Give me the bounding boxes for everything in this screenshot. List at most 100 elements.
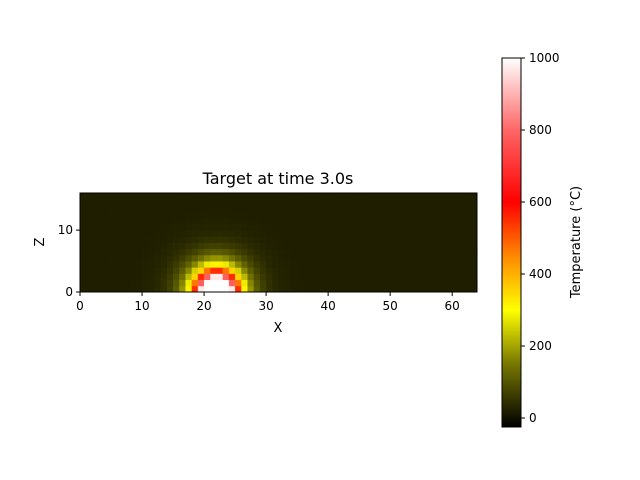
heatmap-cell (191, 223, 199, 231)
heatmap-cell (396, 230, 403, 237)
heatmap-cell (241, 248, 248, 256)
x-axis-label: X (274, 321, 283, 336)
heatmap-cell (259, 279, 267, 287)
heatmap-cell (365, 199, 372, 206)
heatmap-cell (290, 230, 298, 237)
heatmap-cell (278, 230, 286, 237)
heatmap-cell (445, 248, 453, 256)
heatmap-cell (179, 273, 186, 281)
heatmap-cell (377, 279, 385, 287)
heatmap-cell (321, 230, 329, 237)
heatmap-cell (402, 248, 410, 256)
heatmap-cell (272, 254, 279, 262)
heatmap-cell (352, 211, 360, 219)
heatmap-cell (439, 273, 447, 281)
heatmap-cell (470, 254, 478, 262)
heatmap-cell (452, 285, 459, 293)
heatmap-cell (445, 279, 453, 287)
heatmap-cell (259, 254, 267, 262)
heatmap-cell (104, 248, 112, 256)
heatmap-cell (359, 273, 366, 281)
heatmap-cell (129, 230, 137, 237)
heatmap-cell (272, 242, 279, 250)
heatmap-cell (278, 236, 286, 243)
heatmap-cell (179, 223, 186, 231)
heatmap-cell (284, 199, 292, 206)
heatmap-cell (297, 217, 304, 225)
heatmap-cell (272, 193, 279, 200)
heatmap-cell (80, 267, 87, 274)
heatmap-cell (396, 211, 403, 219)
heatmap-cell (383, 248, 391, 256)
heatmap-cell (272, 223, 279, 231)
heatmap-cell (278, 248, 286, 256)
heatmap-cell (290, 223, 298, 231)
heatmap-cell (383, 254, 391, 262)
heatmap-cell (346, 205, 354, 212)
heatmap-cell (402, 199, 410, 206)
heatmap-cell (377, 242, 385, 250)
heatmap-cell (458, 205, 465, 212)
heatmap-cell (173, 261, 180, 268)
heatmap-cell (148, 230, 155, 237)
heatmap-cell (346, 242, 354, 250)
heatmap-cell (414, 254, 422, 262)
heatmap-cell (135, 285, 143, 293)
heatmap-cell (470, 223, 478, 231)
heatmap-cell (247, 248, 255, 256)
heatmap-cell (247, 285, 255, 293)
heatmap-cell (458, 193, 465, 200)
heatmap-cell (216, 285, 224, 293)
heatmap-cell (352, 285, 360, 293)
heatmap-cell (470, 211, 478, 219)
heatmap-cell (222, 279, 230, 287)
heatmap-cell (390, 217, 397, 225)
heatmap-cell (111, 254, 118, 262)
heatmap-cell (458, 273, 465, 281)
heatmap-cell (321, 236, 329, 243)
heatmap-cell (154, 242, 162, 250)
heatmap-cell (191, 193, 199, 200)
heatmap-cell (439, 223, 447, 231)
heatmap-cell (266, 217, 273, 225)
heatmap-cell (352, 230, 360, 237)
heatmap-cell (179, 217, 186, 225)
heatmap-cell (104, 193, 112, 200)
heatmap-cell (272, 205, 279, 212)
heatmap-cell (290, 205, 298, 212)
heatmap-cell (433, 236, 441, 243)
heatmap-cell (334, 217, 341, 225)
heatmap-cell (166, 273, 174, 281)
heatmap-cell (98, 273, 106, 281)
heatmap-cell (123, 223, 131, 231)
heatmap-cell (154, 267, 162, 274)
heatmap-cell (210, 267, 217, 274)
heatmap-cell (228, 199, 236, 206)
heatmap-cell (123, 230, 131, 237)
heatmap-cell (402, 205, 410, 212)
heatmap-cell (160, 193, 168, 200)
heatmap-cell (253, 248, 261, 256)
heatmap-cell (396, 193, 403, 200)
heatmap-cell (421, 248, 428, 256)
heatmap-cell (216, 248, 224, 256)
heatmap-cell (328, 211, 335, 219)
heatmap-cell (92, 254, 100, 262)
heatmap-cell (241, 230, 248, 237)
heatmap-cell (408, 199, 416, 206)
heatmap-cell (445, 223, 453, 231)
heatmap-cell (228, 242, 236, 250)
heatmap-cell (346, 230, 354, 237)
heatmap-cell (197, 248, 205, 256)
heatmap-cell (464, 273, 472, 281)
heatmap-cell (247, 193, 255, 200)
heatmap-cell (371, 223, 379, 231)
heatmap-cell (452, 217, 459, 225)
heatmap-cell (253, 279, 261, 287)
heatmap-cell (470, 273, 478, 281)
heatmap-cell (377, 230, 385, 237)
heatmap-cell (154, 211, 162, 219)
heatmap-cell (321, 217, 329, 225)
heatmap-cell (191, 205, 199, 212)
heatmap-cell (241, 199, 248, 206)
